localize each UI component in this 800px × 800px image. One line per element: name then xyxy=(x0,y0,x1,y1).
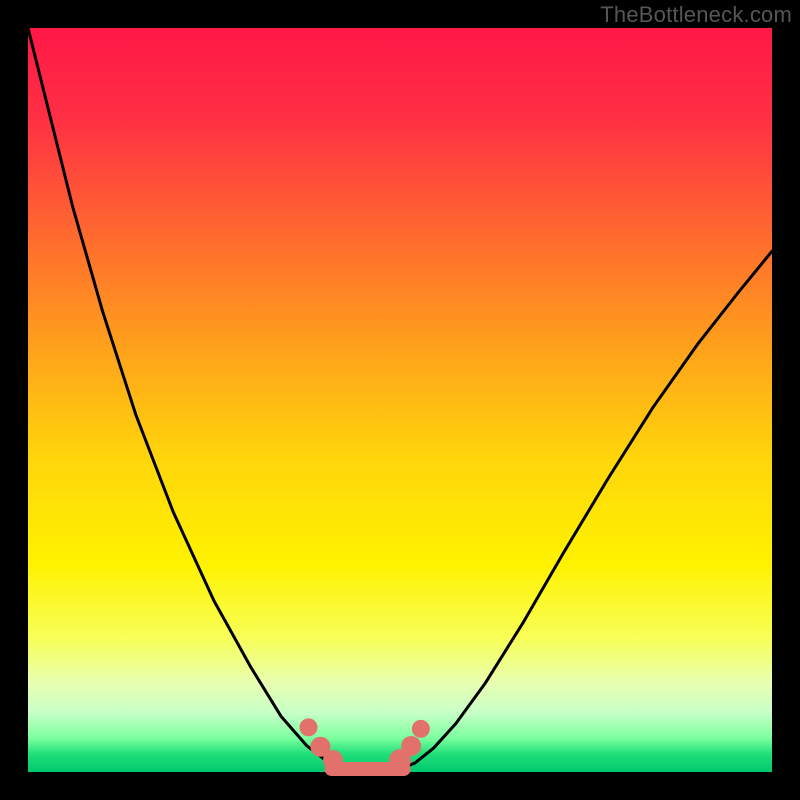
plot-area xyxy=(28,28,772,772)
watermark-text: TheBottleneck.com xyxy=(600,2,792,28)
chart-container: TheBottleneck.com xyxy=(0,0,800,800)
